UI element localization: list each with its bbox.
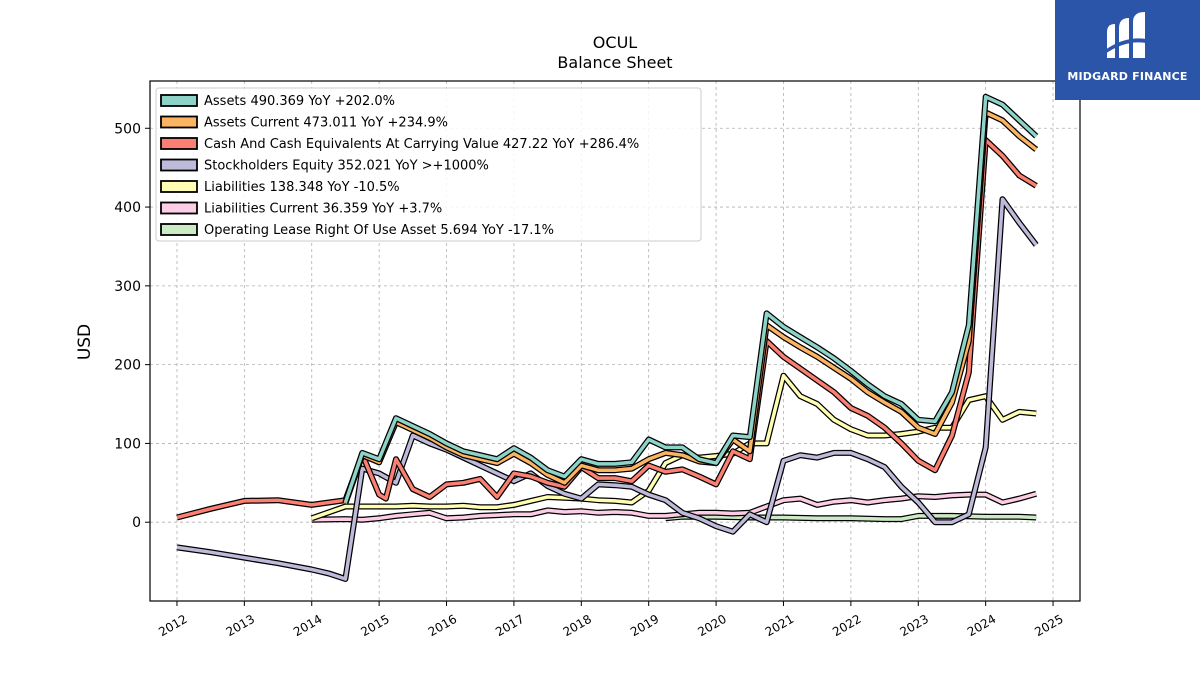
x-tick-label: 2022 [830,612,863,639]
x-tick-label: 2016 [426,612,459,639]
x-tick-label: 2021 [763,612,796,639]
legend-swatch [160,180,198,193]
x-tick-label: 2012 [156,612,189,639]
y-axis-ticks: 0 100 200 300 400 500 [114,121,150,531]
y-tick-label: 0 [132,515,141,531]
legend-entry: Assets Current 473.011 YoY +234.9% [204,116,448,131]
legend-swatch [160,94,198,107]
series-lines [176,93,1039,582]
x-tick-label: 2025 [1032,612,1065,639]
legend-swatch [160,137,198,150]
series-line-3 [176,197,1038,581]
legend-box [155,87,702,242]
x-tick-label: 2023 [898,612,931,639]
x-tick-label: 2019 [628,612,661,639]
legend-swatch [160,115,198,129]
y-tick-label: 400 [114,200,141,216]
legend-entry: Cash And Cash Equivalents At Carrying Va… [204,137,639,152]
x-tick-label: 2014 [291,612,324,639]
y-axis-label: USD [75,324,95,360]
legend-swatch [160,201,198,215]
series-line-0 [343,95,1038,504]
plot-frame [149,80,1081,602]
logo-mark-icon [1105,12,1151,58]
series-line-6 [665,514,1037,521]
legend-swatch [160,223,198,236]
legend-entry: Assets 490.369 YoY +202.0% [204,94,395,109]
legend-entry: Operating Lease Right Of Use Asset 5.694… [204,223,554,238]
brand-logo: MIDGARD FINANCE [1055,0,1200,100]
x-axis-ticks: 2012 2013 2014 2015 2016 2017 2018 2019 2020 2021… [156,601,1066,639]
x-tick-label: 2017 [493,612,526,639]
x-tick-label: 2018 [561,612,594,639]
x-tick-label: 2013 [224,612,257,639]
legend-swatch [160,158,198,172]
legend-entry: Stockholders Equity 352.021 YoY >+1000% [204,159,489,174]
x-tick-label: 2020 [695,612,728,639]
legend-entry: Liabilities 138.348 YoY -10.5% [204,180,400,195]
y-tick-label: 300 [114,279,141,295]
chart-title: OCUL [593,33,637,52]
series-line-1 [343,110,1038,504]
chart-subtitle: Balance Sheet [557,53,672,72]
x-tick-label: 2015 [358,612,391,639]
y-tick-label: 100 [114,436,141,452]
series-line-2 [176,138,1038,520]
x-tick-label: 2024 [965,612,998,639]
legend: Assets 490.369 YoY +202.0% Assets Current… [155,87,702,242]
y-tick-label: 200 [114,358,141,374]
legend-entry: Liabilities Current 36.359 YoY +3.7% [204,202,442,217]
logo-text: MIDGARD FINANCE [1067,70,1188,83]
y-tick-label: 500 [114,121,141,137]
